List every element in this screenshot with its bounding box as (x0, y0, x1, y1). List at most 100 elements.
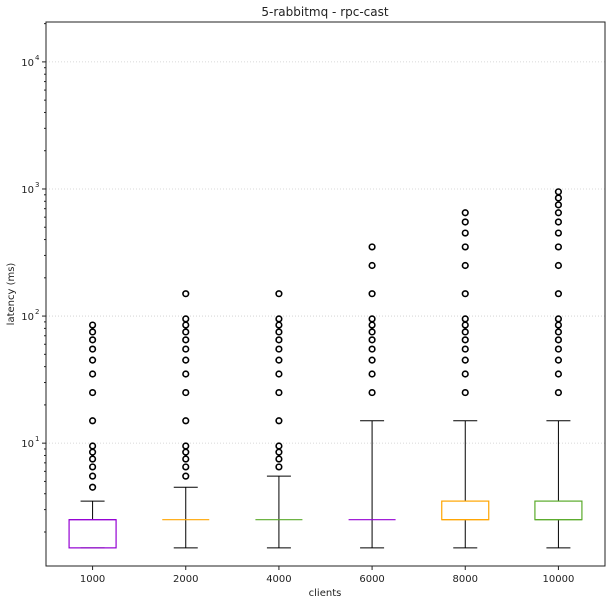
outlier-point (461, 229, 469, 237)
y-tick-label: 10 (21, 312, 34, 323)
outlier-point (368, 243, 376, 251)
outlier-point (88, 455, 97, 463)
box-10000 (534, 188, 583, 549)
outlier-point (368, 388, 376, 397)
outlier-point (461, 243, 469, 251)
outlier-point (554, 261, 563, 270)
x-tick-label: 6000 (359, 574, 384, 585)
y-tick-label: 10 (21, 439, 34, 450)
y-axis-label: latency (ms) (6, 263, 17, 326)
outlier-point (461, 388, 469, 397)
outlier-point (554, 370, 563, 378)
outlier-point (88, 442, 97, 450)
y-tick-exponent: 1 (35, 435, 39, 443)
outlier-point (88, 472, 97, 480)
outlier-point (182, 472, 190, 480)
outlier-point (275, 442, 283, 450)
outlier-point (554, 321, 563, 329)
outlier-point (368, 328, 376, 336)
outlier-point (461, 315, 469, 323)
outlier-point (554, 388, 563, 397)
outlier-point (461, 328, 469, 336)
outlier-point (275, 315, 283, 323)
outlier-point (554, 345, 563, 353)
outlier-point (554, 194, 563, 202)
box-4000 (255, 290, 303, 549)
iqr-box (441, 500, 490, 521)
outlier-point (275, 388, 283, 397)
outlier-point (182, 321, 190, 329)
y-tick-exponent: 4 (35, 54, 40, 62)
outlier-point (275, 370, 283, 378)
outlier-point (182, 370, 190, 378)
outlier-point (368, 345, 376, 353)
outlier-point (88, 388, 97, 397)
x-tick-label: 10000 (543, 574, 575, 585)
box-1000 (68, 321, 117, 549)
x-tick-label: 1000 (80, 574, 105, 585)
outlier-point (88, 417, 97, 425)
outlier-point (554, 328, 563, 336)
outlier-point (182, 345, 190, 353)
outlier-point (182, 315, 190, 323)
x-axis-label: clients (309, 588, 342, 599)
outlier-point (182, 290, 190, 298)
chart-title: 5-rabbitmq - rpc-cast (261, 5, 388, 19)
box-8000 (441, 209, 490, 549)
outlier-point (275, 328, 283, 336)
outlier-point (554, 209, 563, 217)
outlier-point (461, 370, 469, 378)
box-marks (68, 188, 583, 549)
outlier-point (182, 388, 190, 397)
outlier-point (368, 370, 376, 378)
outlier-point (88, 483, 97, 491)
outlier-point (368, 336, 376, 344)
outlier-point (368, 315, 376, 323)
outlier-point (88, 370, 97, 378)
outlier-point (275, 356, 283, 364)
outlier-point (368, 356, 376, 364)
outlier-point (461, 356, 469, 364)
outlier-point (461, 209, 469, 217)
outlier-point (368, 261, 376, 270)
outlier-point (88, 321, 97, 329)
outlier-point (275, 336, 283, 344)
outlier-point (461, 290, 469, 298)
outlier-point (182, 463, 190, 471)
y-tick-label: 10 (21, 58, 34, 69)
outlier-point (461, 218, 469, 226)
x-tick-label: 2000 (173, 574, 198, 585)
iqr-box (534, 500, 583, 521)
y-tick-exponent: 2 (35, 308, 39, 316)
outlier-point (368, 321, 376, 329)
outlier-point (554, 243, 563, 251)
outlier-point (368, 290, 376, 298)
outlier-point (275, 455, 283, 463)
box-2000 (162, 290, 210, 549)
outlier-point (182, 336, 190, 344)
outlier-point (554, 336, 563, 344)
outlier-point (182, 417, 190, 425)
outlier-point (275, 417, 283, 425)
plot-area-frame (45, 21, 606, 567)
outlier-point (554, 315, 563, 323)
outlier-point (461, 321, 469, 329)
outlier-point (461, 261, 469, 270)
iqr-box (68, 519, 117, 549)
outlier-point (88, 356, 97, 364)
x-tick-label: 4000 (266, 574, 291, 585)
outlier-point (275, 345, 283, 353)
outlier-point (88, 448, 97, 456)
outlier-point (554, 188, 563, 196)
outlier-point (554, 356, 563, 364)
outlier-point (275, 321, 283, 329)
outlier-point (461, 345, 469, 353)
outlier-point (554, 229, 563, 237)
outlier-point (182, 448, 190, 456)
outlier-point (88, 463, 97, 471)
outlier-point (554, 290, 563, 298)
outlier-point (88, 328, 97, 336)
outlier-point (461, 336, 469, 344)
x-tick-label: 8000 (453, 574, 478, 585)
